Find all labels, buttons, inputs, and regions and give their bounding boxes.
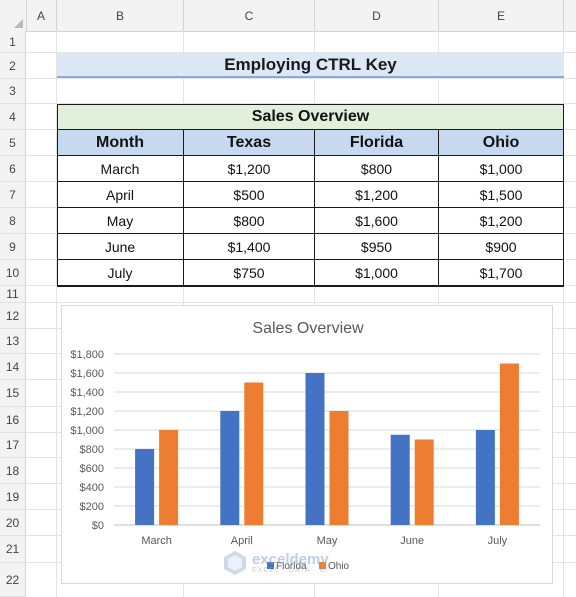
row-header[interactable]: 7 — [0, 182, 26, 208]
row-header[interactable]: 19 — [0, 484, 26, 510]
table-cell[interactable]: $1,200 — [315, 182, 439, 208]
table-cell[interactable]: $1,000 — [315, 260, 439, 286]
table-column-header[interactable]: Texas — [184, 130, 315, 156]
table-cell[interactable]: $500 — [184, 182, 315, 208]
bar-ohio — [244, 382, 264, 525]
row-header[interactable]: 20 — [0, 510, 26, 536]
table-title[interactable]: Sales Overview — [57, 104, 564, 130]
row-header[interactable]: 15 — [0, 380, 26, 407]
row-header[interactable]: 13 — [0, 329, 26, 354]
table-cell[interactable]: $1,200 — [184, 156, 315, 182]
row-header[interactable]: 11 — [0, 286, 26, 303]
gridline — [26, 52, 576, 53]
bar-ohio — [499, 363, 519, 525]
y-tick-label: $1,400 — [70, 387, 104, 399]
row-header[interactable]: 1 — [0, 31, 26, 53]
row-header[interactable]: 5 — [0, 130, 26, 156]
table-column-header[interactable]: Month — [57, 130, 184, 156]
column-header-c[interactable]: C — [184, 0, 315, 31]
bar-ohio — [329, 411, 349, 525]
table-cell[interactable]: $950 — [315, 234, 439, 260]
row-header[interactable]: 14 — [0, 354, 26, 380]
row-header[interactable]: 17 — [0, 433, 26, 458]
column-header-d[interactable]: D — [315, 0, 439, 31]
table-cell[interactable]: June — [57, 234, 184, 260]
table-cell[interactable]: $1,400 — [184, 234, 315, 260]
legend-label-florida: Florida — [276, 561, 307, 572]
table-cell[interactable]: $1,600 — [315, 208, 439, 234]
y-tick-label: $400 — [80, 482, 104, 494]
table-column-header[interactable]: Florida — [315, 130, 439, 156]
y-tick-label: $1,000 — [70, 425, 104, 437]
x-tick-label: July — [488, 535, 508, 547]
row-header[interactable]: 10 — [0, 260, 26, 286]
row-header[interactable]: 4 — [0, 104, 26, 130]
y-tick-label: $1,800 — [70, 349, 104, 361]
table-cell[interactable]: $750 — [184, 260, 315, 286]
y-tick-label: $600 — [80, 463, 104, 475]
chart-title: Sales Overview — [252, 320, 364, 337]
table-cell[interactable]: $1,000 — [439, 156, 564, 182]
bar-florida — [220, 411, 240, 525]
watermark-name: exceldemy — [252, 551, 329, 568]
table-cell[interactable]: $1,700 — [439, 260, 564, 286]
y-tick-label: $0 — [92, 520, 104, 532]
column-header-e[interactable]: E — [439, 0, 564, 31]
bar-florida — [475, 430, 495, 525]
gridline — [563, 31, 564, 597]
legend-swatch-ohio — [319, 562, 326, 569]
row-header[interactable]: 21 — [0, 536, 26, 563]
table-cell[interactable]: $800 — [184, 208, 315, 234]
row-header[interactable]: 22 — [0, 563, 26, 597]
bar-ohio — [414, 439, 434, 525]
row-header[interactable]: 2 — [0, 53, 26, 79]
select-all-button[interactable] — [0, 0, 27, 32]
row-header[interactable]: 3 — [0, 79, 26, 104]
row-header[interactable]: 6 — [0, 156, 26, 182]
x-tick-label: May — [317, 535, 338, 547]
x-tick-label: March — [141, 535, 172, 547]
bar-ohio — [159, 430, 179, 525]
column-header-b[interactable]: B — [57, 0, 184, 31]
table-cell[interactable]: March — [57, 156, 184, 182]
y-tick-label: $200 — [80, 501, 104, 513]
y-tick-label: $1,200 — [70, 406, 104, 418]
bar-florida — [390, 434, 410, 525]
table-cell[interactable]: May — [57, 208, 184, 234]
table-cell[interactable]: $1,200 — [439, 208, 564, 234]
table-cell[interactable]: $900 — [439, 234, 564, 260]
row-header[interactable]: 9 — [0, 234, 26, 260]
legend-swatch-florida — [267, 562, 274, 569]
table-cell[interactable]: $800 — [315, 156, 439, 182]
gridline — [26, 302, 576, 303]
x-tick-label: June — [400, 535, 424, 547]
gridline — [26, 103, 576, 104]
y-tick-label: $800 — [80, 444, 104, 456]
table-cell[interactable]: $1,500 — [439, 182, 564, 208]
table-cell[interactable]: July — [57, 260, 184, 286]
watermark: exceldemy EXCEL · DATA · BI — [222, 550, 329, 576]
row-header[interactable]: 8 — [0, 208, 26, 234]
legend-label-ohio: Ohio — [328, 561, 350, 572]
gridline — [56, 31, 57, 597]
table-column-header[interactable]: Ohio — [439, 130, 564, 156]
table-cell[interactable]: April — [57, 182, 184, 208]
gridline — [26, 78, 576, 79]
chart-svg: Sales Overview $0 $200 $400 $600 $800 $1,000 $1… — [70, 320, 540, 572]
x-tick-label: April — [231, 535, 253, 547]
y-tick-label: $1,600 — [70, 368, 104, 380]
row-header[interactable]: 18 — [0, 458, 26, 484]
watermark-tagline: EXCEL · DATA · BI — [252, 567, 328, 574]
bar-florida — [305, 373, 325, 525]
column-header-a[interactable]: A — [26, 0, 57, 31]
column-header-bar — [0, 0, 576, 32]
row-header[interactable]: 16 — [0, 407, 26, 433]
sales-chart[interactable]: Sales Overview $0 $200 $400 $600 $800 $1,000 $1… — [61, 305, 553, 584]
bar-florida — [135, 449, 155, 525]
exceldemy-logo-icon — [224, 551, 246, 575]
sheet-title[interactable]: Employing CTRL Key — [57, 53, 564, 78]
row-header[interactable]: 12 — [0, 303, 26, 329]
